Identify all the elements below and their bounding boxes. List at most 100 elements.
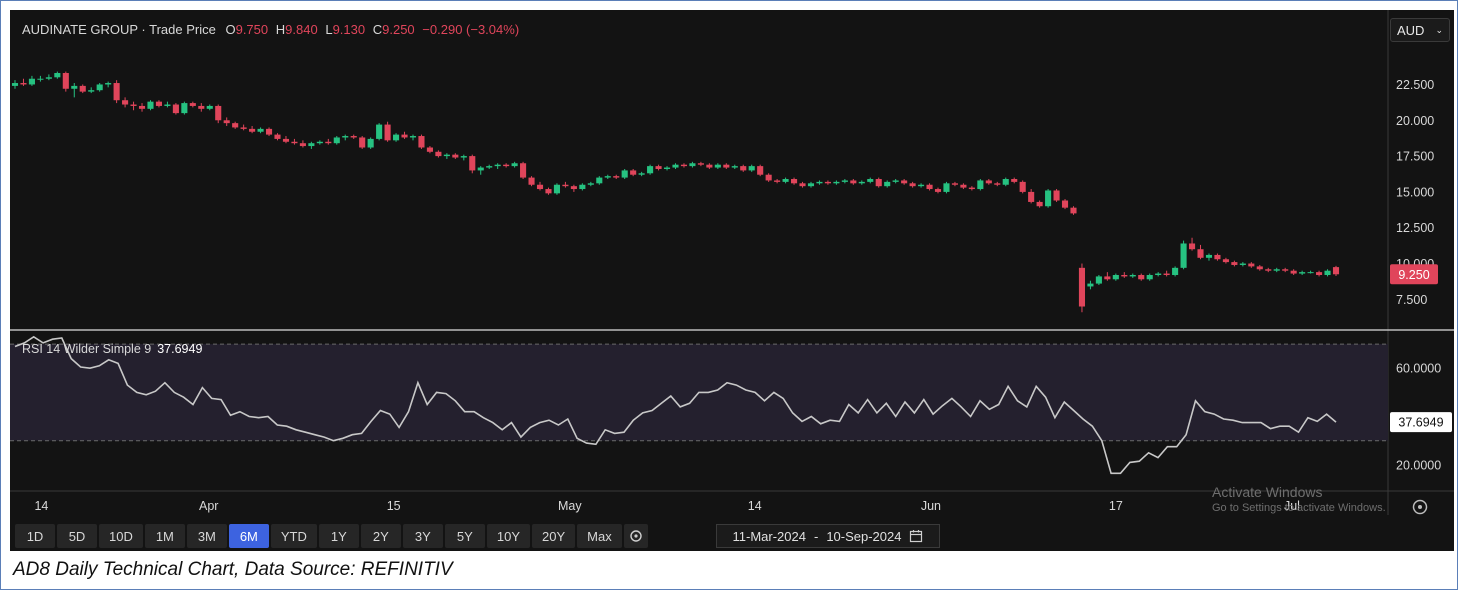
candle[interactable]	[1265, 267, 1272, 273]
candle[interactable]	[647, 164, 654, 175]
candle[interactable]	[45, 74, 52, 81]
candle[interactable]	[528, 176, 535, 187]
candles-group[interactable]	[11, 71, 1340, 313]
candle[interactable]	[621, 168, 628, 180]
candle[interactable]	[232, 121, 239, 129]
candle[interactable]	[1095, 274, 1102, 286]
candle[interactable]	[968, 186, 975, 191]
candle[interactable]	[596, 176, 603, 185]
candle[interactable]	[1138, 273, 1145, 281]
range-button-3y[interactable]: 3Y	[402, 524, 443, 548]
candle[interactable]	[1188, 237, 1196, 251]
candle[interactable]	[359, 136, 366, 149]
candle[interactable]	[858, 180, 865, 185]
candle[interactable]	[1239, 262, 1246, 267]
candle[interactable]	[875, 177, 882, 188]
candle[interactable]	[401, 131, 408, 139]
candle[interactable]	[1070, 206, 1077, 215]
candle[interactable]	[486, 164, 493, 169]
candle[interactable]	[604, 174, 611, 180]
candle[interactable]	[240, 124, 247, 131]
candle[interactable]	[122, 97, 129, 108]
candle[interactable]	[553, 183, 560, 195]
rsi-line-group[interactable]	[14, 335, 1337, 475]
candle[interactable]	[943, 181, 950, 194]
candle[interactable]	[409, 134, 417, 141]
candle[interactable]	[697, 161, 704, 167]
candle[interactable]	[1324, 269, 1331, 277]
candle[interactable]	[155, 100, 163, 108]
candle[interactable]	[1078, 263, 1086, 313]
candle[interactable]	[1121, 272, 1128, 278]
candle[interactable]	[638, 171, 645, 177]
candle[interactable]	[1036, 200, 1043, 208]
candle[interactable]	[206, 104, 213, 111]
candle[interactable]	[1248, 262, 1255, 268]
candle[interactable]	[774, 179, 781, 184]
candle[interactable]	[723, 163, 730, 169]
candle[interactable]	[909, 181, 916, 188]
candle[interactable]	[299, 140, 306, 148]
candle[interactable]	[1155, 272, 1162, 277]
range-button-6m[interactable]: 6M	[228, 524, 269, 548]
range-button-1m[interactable]: 1M	[144, 524, 185, 548]
candle[interactable]	[37, 75, 44, 82]
candle[interactable]	[350, 134, 357, 139]
candle[interactable]	[105, 81, 112, 88]
candle[interactable]	[223, 117, 230, 127]
candle[interactable]	[985, 179, 992, 185]
candle[interactable]	[1222, 257, 1229, 264]
candle[interactable]	[71, 83, 78, 98]
candle[interactable]	[1087, 280, 1094, 290]
candle[interactable]	[376, 123, 383, 141]
candle[interactable]	[1172, 266, 1179, 277]
candle[interactable]	[587, 181, 594, 187]
candle[interactable]	[1205, 253, 1213, 261]
candle[interactable]	[147, 100, 154, 111]
candle[interactable]	[841, 179, 848, 184]
candle[interactable]	[545, 187, 552, 195]
candle[interactable]	[1214, 253, 1221, 261]
candle[interactable]	[706, 163, 713, 169]
axis-settings-button[interactable]	[1412, 499, 1428, 515]
candle[interactable]	[655, 164, 662, 171]
candle[interactable]	[138, 103, 146, 112]
candle[interactable]	[1163, 270, 1170, 277]
candle[interactable]	[579, 183, 586, 191]
rsi-line[interactable]	[14, 335, 1337, 475]
candle[interactable]	[926, 183, 933, 191]
candle[interactable]	[1019, 180, 1026, 194]
candle[interactable]	[1273, 267, 1280, 273]
range-button-10d[interactable]: 10D	[99, 524, 143, 548]
candle[interactable]	[850, 179, 857, 185]
candle[interactable]	[435, 150, 442, 158]
candle[interactable]	[951, 181, 958, 187]
candle[interactable]	[960, 183, 967, 190]
candle[interactable]	[1307, 270, 1314, 274]
candle[interactable]	[164, 101, 171, 108]
candle[interactable]	[452, 153, 459, 159]
candle[interactable]	[1146, 273, 1153, 281]
candle[interactable]	[477, 166, 484, 175]
range-button-2y[interactable]: 2Y	[360, 524, 401, 548]
candle[interactable]	[918, 183, 925, 188]
candle[interactable]	[1290, 269, 1297, 275]
candle[interactable]	[181, 101, 188, 115]
gear-icon[interactable]	[1412, 499, 1428, 515]
candle[interactable]	[316, 140, 323, 145]
candle[interactable]	[62, 71, 69, 92]
candle[interactable]	[494, 163, 501, 169]
range-button-10y[interactable]: 10Y	[486, 524, 530, 548]
candle[interactable]	[333, 136, 340, 145]
candle[interactable]	[613, 174, 620, 180]
candle[interactable]	[1002, 177, 1009, 187]
candle[interactable]	[367, 137, 374, 149]
candle[interactable]	[833, 180, 840, 185]
candle[interactable]	[503, 163, 510, 168]
candle[interactable]	[460, 154, 467, 161]
candle[interactable]	[1197, 244, 1204, 260]
candle[interactable]	[782, 177, 789, 184]
date-range-picker[interactable]: 11-Mar-2024 - 10-Sep-2024	[716, 524, 940, 548]
candle[interactable]	[172, 103, 179, 115]
candle[interactable]	[511, 161, 518, 168]
